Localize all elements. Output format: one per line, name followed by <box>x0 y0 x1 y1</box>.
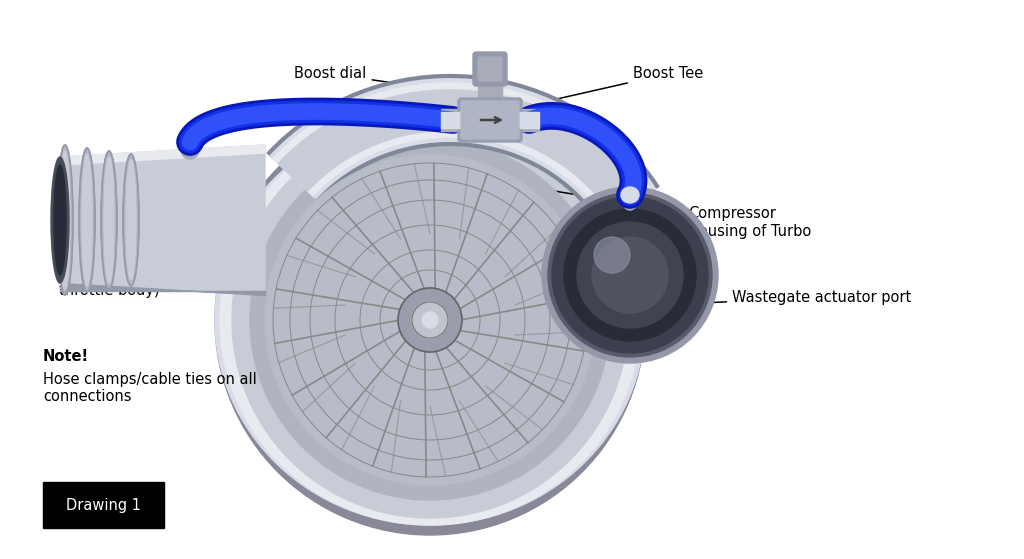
Polygon shape <box>60 145 265 295</box>
Ellipse shape <box>250 140 610 500</box>
Ellipse shape <box>181 141 199 159</box>
Text: Boost Tee: Boost Tee <box>524 67 703 108</box>
Ellipse shape <box>51 157 69 283</box>
Bar <box>478 81 502 103</box>
Circle shape <box>577 222 683 328</box>
Text: Drawing 1: Drawing 1 <box>66 498 141 513</box>
Ellipse shape <box>220 115 640 525</box>
FancyBboxPatch shape <box>478 57 502 81</box>
Ellipse shape <box>184 144 196 156</box>
Circle shape <box>398 288 462 352</box>
Circle shape <box>592 237 668 313</box>
Ellipse shape <box>232 122 628 518</box>
Polygon shape <box>60 145 265 165</box>
Text: Wastegate actuator port: Wastegate actuator port <box>634 290 911 309</box>
Circle shape <box>542 187 718 363</box>
Ellipse shape <box>123 154 139 286</box>
Ellipse shape <box>101 151 117 289</box>
Ellipse shape <box>215 115 645 525</box>
Text: Pressure source port
(Located before the
throttle body): Pressure source port (Located before the… <box>59 248 274 298</box>
Text: Note!: Note! <box>43 349 89 364</box>
Text: Compressor
Housing of Turbo: Compressor Housing of Turbo <box>524 184 811 239</box>
Bar <box>517 109 539 131</box>
Ellipse shape <box>621 184 639 198</box>
Bar <box>517 112 539 128</box>
Circle shape <box>564 209 696 341</box>
Circle shape <box>422 312 438 328</box>
Bar <box>441 112 463 128</box>
FancyBboxPatch shape <box>43 482 164 528</box>
Polygon shape <box>60 283 265 295</box>
Circle shape <box>215 105 645 535</box>
Circle shape <box>265 155 595 485</box>
FancyBboxPatch shape <box>461 101 519 139</box>
Ellipse shape <box>79 148 95 292</box>
FancyBboxPatch shape <box>473 52 507 86</box>
Text: Hose clamps/cable ties on all hoses
connections: Hose clamps/cable ties on all hoses conn… <box>43 372 304 404</box>
Ellipse shape <box>104 157 114 283</box>
Text: Boost dial: Boost dial <box>294 67 465 96</box>
Ellipse shape <box>54 165 66 275</box>
Circle shape <box>552 197 708 353</box>
Circle shape <box>548 193 712 357</box>
FancyArrowPatch shape <box>611 243 639 288</box>
Circle shape <box>412 302 449 338</box>
Circle shape <box>594 237 630 273</box>
Ellipse shape <box>60 151 70 289</box>
Ellipse shape <box>57 145 73 295</box>
Ellipse shape <box>82 154 92 286</box>
FancyBboxPatch shape <box>458 98 522 142</box>
Ellipse shape <box>621 187 639 203</box>
Bar <box>441 109 463 131</box>
Ellipse shape <box>622 188 638 210</box>
Ellipse shape <box>126 160 136 280</box>
